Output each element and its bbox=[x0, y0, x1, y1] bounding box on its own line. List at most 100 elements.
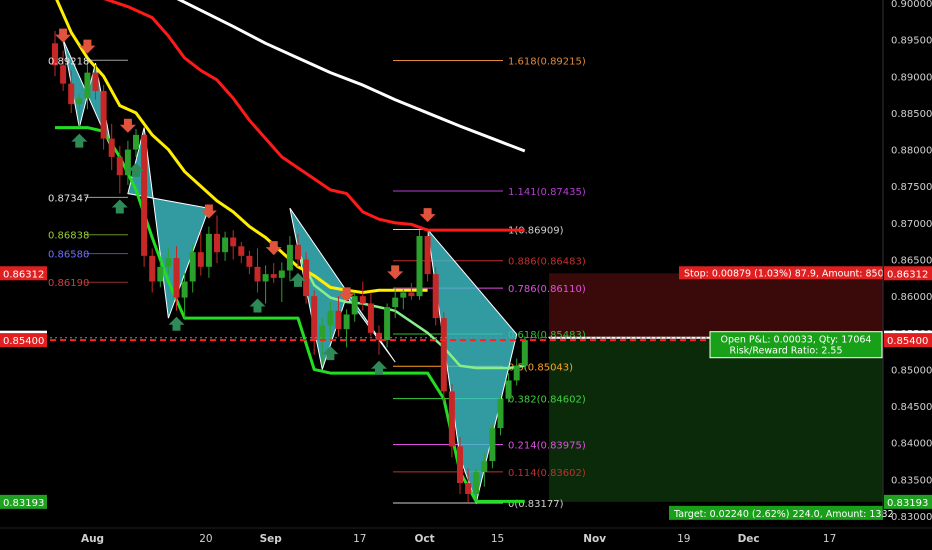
candle-body bbox=[205, 233, 212, 267]
candle-body bbox=[60, 65, 67, 84]
candle-body bbox=[116, 156, 123, 176]
price-tag bbox=[0, 266, 47, 281]
candle-body bbox=[408, 292, 415, 297]
candle-body bbox=[286, 244, 293, 271]
fib-label: 0.114(0.83602) bbox=[508, 468, 586, 479]
up-arrow-icon bbox=[322, 346, 339, 361]
down-arrow-icon bbox=[55, 28, 72, 43]
down-arrow-icon bbox=[387, 265, 404, 280]
y-tick-label: 0.84000 bbox=[891, 439, 932, 450]
y-tick-label: 0.84500 bbox=[891, 402, 932, 413]
y-axis: 0.90000 0.89500 0.89000 0.88500 0.88000 0.875… bbox=[882, 0, 932, 523]
stop-info-box bbox=[679, 266, 883, 280]
x-tick-label: Aug bbox=[81, 533, 104, 545]
y-tick-label: 0.87000 bbox=[891, 219, 932, 230]
candle-body bbox=[173, 258, 180, 298]
candle-body bbox=[149, 255, 156, 282]
stop-zone bbox=[549, 273, 883, 341]
down-arrow-icon bbox=[200, 204, 217, 219]
candle-body bbox=[416, 236, 423, 297]
candle-body bbox=[238, 246, 245, 256]
x-tick-label: 20 bbox=[199, 533, 212, 545]
y-tick-label: 0.86500 bbox=[891, 256, 932, 267]
down-arrow-icon bbox=[119, 118, 136, 133]
y-tick-label: 0.88000 bbox=[891, 146, 932, 157]
candle-body bbox=[76, 98, 83, 105]
fib-label: 0.886(0.86483) bbox=[508, 257, 586, 268]
fib-label: 0.786(0.86110) bbox=[508, 284, 586, 295]
up-arrow-icon bbox=[249, 298, 266, 313]
red-trailing-line bbox=[103, 0, 525, 232]
left-value-label: 0.89218 bbox=[48, 56, 89, 67]
fib-label: 1.618(0.89215) bbox=[508, 57, 586, 68]
price-tag-text: 0.85400 bbox=[3, 336, 44, 347]
x-tick-label: 19 bbox=[677, 533, 690, 545]
candle-body bbox=[254, 266, 261, 282]
pnl-info-box bbox=[709, 331, 883, 359]
candle-body bbox=[189, 252, 196, 282]
candle-body bbox=[141, 134, 148, 256]
signal-arrows bbox=[55, 28, 436, 375]
up-arrow-icon bbox=[111, 199, 128, 214]
candle-body bbox=[68, 83, 75, 105]
price-tag-text: 0.86312 bbox=[3, 269, 44, 280]
white-moving-average bbox=[176, 0, 526, 153]
up-arrow-icon bbox=[371, 360, 387, 375]
x-axis: Aug 20 Sep 17 Oct 15 Nov 19 Dec 17 bbox=[0, 527, 932, 545]
left-value-label: 0.86580 bbox=[48, 250, 89, 261]
candle-body bbox=[392, 297, 399, 308]
yellow-trailing-line bbox=[55, 0, 428, 294]
position-overlay: 0.89218 0.87347 0.86838 0.86580 0.86190 Stop:… bbox=[0, 56, 894, 520]
candle-body bbox=[424, 236, 431, 275]
candle-body bbox=[303, 259, 310, 297]
x-tick-label: 15 bbox=[491, 533, 504, 545]
y-tick-label: 0.83500 bbox=[891, 475, 932, 486]
y-tick-label: 0.83000 bbox=[891, 512, 932, 523]
candle-body bbox=[165, 258, 172, 267]
target-zone bbox=[549, 340, 883, 502]
candle-body bbox=[133, 134, 139, 150]
y-tick-label: 0.88500 bbox=[891, 109, 932, 120]
candle-body bbox=[343, 314, 350, 330]
price-tag bbox=[884, 266, 932, 281]
candle-body bbox=[124, 149, 131, 176]
candle-body bbox=[448, 391, 455, 447]
fib-label: 0.214(0.83975) bbox=[508, 441, 586, 452]
y-tick-label: 0.87500 bbox=[891, 182, 932, 193]
candles bbox=[52, 30, 528, 503]
candle-body bbox=[440, 318, 447, 392]
up-arrow-icon bbox=[290, 272, 306, 287]
candle-body bbox=[327, 310, 334, 326]
down-arrow-icon bbox=[338, 287, 355, 302]
candle-body bbox=[319, 325, 326, 341]
candle-body bbox=[359, 296, 366, 304]
light-green-line bbox=[296, 251, 525, 370]
x-tick-label: Oct bbox=[415, 533, 435, 545]
up-arrow-icon bbox=[71, 133, 88, 148]
candle-body bbox=[84, 72, 91, 99]
y-tick-label: 0.89000 bbox=[891, 72, 932, 83]
candle-body bbox=[222, 237, 229, 253]
position-zones bbox=[549, 273, 883, 502]
y-tick-label: 0.86000 bbox=[891, 292, 932, 303]
price-tag bbox=[884, 333, 932, 348]
x-tick-label: Sep bbox=[260, 533, 283, 545]
left-value-label: 0.86838 bbox=[48, 231, 89, 242]
price-tag bbox=[0, 494, 47, 509]
stop-info-text: Stop: 0.00879 (1.03%) 87.9, Amount: 850.… bbox=[684, 268, 893, 279]
price-tag-text: 0.85400 bbox=[887, 336, 928, 347]
y-tick-label: 0.89500 bbox=[891, 36, 932, 47]
x-tick-label: 17 bbox=[823, 533, 836, 545]
fib-label: 0(0.83177) bbox=[508, 499, 564, 510]
candle-body bbox=[376, 332, 382, 341]
candle-body bbox=[278, 270, 285, 278]
price-tag-text: 0.83193 bbox=[887, 498, 928, 509]
fib-label: 0.5(0.85043) bbox=[508, 362, 573, 373]
candle-body bbox=[311, 296, 318, 341]
y-tick-label: 0.85000 bbox=[891, 365, 932, 376]
candle-body bbox=[270, 274, 277, 278]
fib-label: 0.382(0.84602) bbox=[508, 395, 586, 406]
